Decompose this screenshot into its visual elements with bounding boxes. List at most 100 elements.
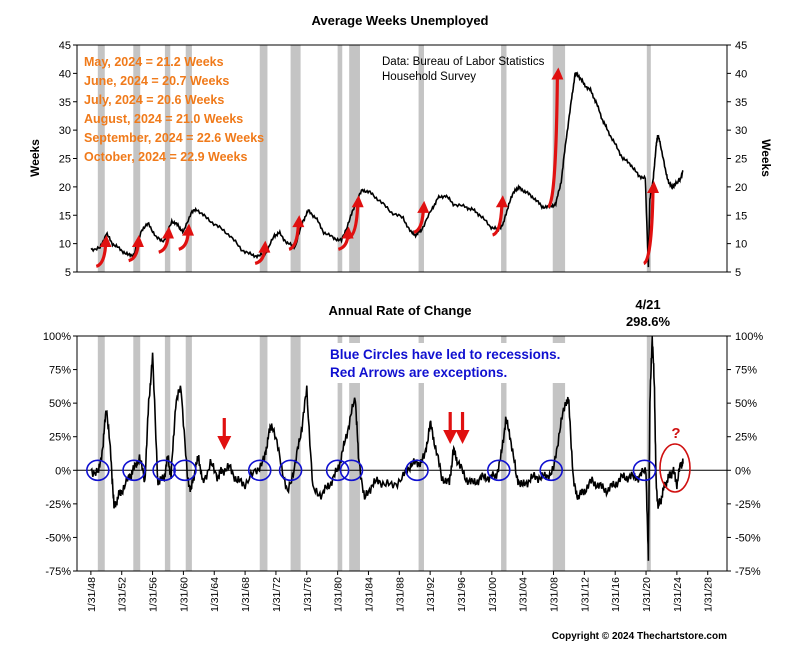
- recession-bar-top: [418, 45, 424, 272]
- top-y-tick-label-right: 20: [735, 182, 747, 194]
- recession-bar-bottom: [164, 336, 171, 571]
- red-arrow-shaft: [158, 237, 170, 254]
- recession-bar-top: [259, 45, 268, 272]
- bottom-y-tick-label-left: 0%: [55, 465, 71, 477]
- x-tick-label: 1/31/72: [271, 577, 283, 612]
- red-arrow-head: [551, 67, 564, 80]
- red-arrows-bottom: [217, 412, 470, 450]
- recession-bar-bottom: [290, 336, 301, 571]
- red-arrow-head: [495, 195, 508, 208]
- red-arrow-head: [646, 181, 659, 194]
- recession-bar-top: [349, 45, 360, 272]
- top-y-tick-label-right: 30: [735, 125, 747, 137]
- bottom-y-tick-label-left: 75%: [49, 365, 71, 377]
- x-tick-label: 1/31/60: [178, 577, 190, 612]
- recession-bar-top: [501, 45, 507, 272]
- legend-line-blue-circles: Blue Circles have led to recessions.: [330, 347, 560, 362]
- source-line-1: Data: Bureau of Labor Statistics: [382, 56, 545, 68]
- top-y-tick-label-right: 10: [735, 239, 747, 251]
- red-arrow-head: [131, 234, 144, 247]
- x-tick-label: 1/31/64: [209, 577, 221, 612]
- x-tick-label: 1/31/52: [117, 577, 129, 612]
- bottom-recession-bars: [97, 336, 651, 571]
- top-y-tick-label-right: 15: [735, 210, 747, 222]
- blue-circle: [86, 459, 110, 482]
- recession-bar-bottom: [259, 336, 268, 571]
- recession-bar-top: [164, 45, 171, 272]
- bottom-y-tick-label-right: 100%: [735, 331, 763, 343]
- bottom-y-ticks-right: -75% -50% -25% 0% 25% 50% 75% 100%: [727, 331, 763, 578]
- blue-circle: [325, 459, 350, 482]
- top-y-ticks-right: 5 10 15 20 25 30 35 40 45: [727, 40, 747, 279]
- top-y-tick-label-left: 35: [59, 97, 71, 109]
- recession-bar-top: [97, 45, 105, 272]
- red-arrow-head: [258, 240, 271, 253]
- x-tick-label: 1/31/96: [456, 577, 468, 612]
- top-recession-bars: [97, 45, 651, 272]
- bottom-y-tick-label-right: -75%: [735, 566, 761, 578]
- red-arrow-head: [417, 200, 430, 213]
- top-y-axis-label-left: Weeks: [28, 139, 42, 177]
- recession-bar-bottom: [349, 336, 360, 571]
- x-tick-label: 1/31/92: [425, 577, 437, 612]
- red-arrow-head: [182, 223, 195, 236]
- top-y-tick-label-right: 25: [735, 154, 747, 166]
- top-series-line: [90, 71, 684, 268]
- x-tick-label: 1/31/12: [579, 577, 591, 612]
- bottom-y-tick-label-left: -50%: [45, 532, 71, 544]
- x-tick-label: 1/31/84: [363, 577, 375, 612]
- recession-bar-bottom: [337, 336, 343, 571]
- top-y-tick-label-left: 45: [59, 40, 71, 52]
- recession-bar-top: [337, 45, 343, 272]
- recession-bar-bottom: [185, 336, 192, 571]
- blue-circle: [632, 459, 657, 482]
- red-arrow-shaft: [288, 225, 300, 251]
- bottom-y-tick-label-right: 75%: [735, 365, 757, 377]
- top-y-tick-label-right: 40: [735, 68, 747, 80]
- red-arrow-head: [292, 215, 305, 228]
- red-arrow-shaft: [547, 78, 559, 209]
- note-september: September, 2024 = 22.6 Weeks: [84, 131, 264, 145]
- red-ellipse-current: [659, 443, 691, 493]
- bottom-y-tick-label-right: 25%: [735, 432, 757, 444]
- top-y-tick-label-left: 5: [65, 267, 71, 279]
- red-down-arrow-head: [217, 436, 232, 450]
- top-y-tick-label-left: 15: [59, 210, 71, 222]
- x-tick-label: 1/31/28: [703, 577, 715, 612]
- top-y-tick-label-right: 45: [735, 40, 747, 52]
- legend-box: [324, 343, 582, 383]
- top-y-tick-label-left: 30: [59, 125, 71, 137]
- top-y-tick-label-right: 35: [735, 97, 747, 109]
- x-tick-label: 1/31/56: [148, 577, 160, 612]
- top-y-axis-label-right: Weeks: [759, 139, 773, 177]
- note-june: June, 2024 = 20.7 Weeks: [84, 74, 229, 88]
- red-arrows-top: [95, 67, 659, 268]
- note-october: October, 2024 = 22.9 Weeks: [84, 150, 247, 164]
- bottom-y-tick-label-left: 100%: [43, 331, 71, 343]
- top-y-ticks-left: 5 10 15 20 25 30 35 40 45: [59, 40, 77, 279]
- x-tick-label: 1/31/24: [672, 577, 684, 612]
- bottom-y-tick-label-left: 50%: [49, 398, 71, 410]
- top-y-tick-label-left: 40: [59, 68, 71, 80]
- recession-bar-bottom: [501, 336, 507, 571]
- red-arrow-shaft: [128, 245, 140, 263]
- recession-bar-top: [646, 45, 651, 272]
- note-july: July, 2024 = 20.6 Weeks: [84, 93, 224, 107]
- bottom-chart-title: Annual Rate of Change: [328, 303, 471, 318]
- blue-circle: [405, 459, 429, 482]
- recession-bar-top: [290, 45, 301, 272]
- x-tick-label: 1/31/88: [394, 577, 406, 612]
- note-may: May, 2024 = 21.2 Weeks: [84, 55, 224, 69]
- red-arrow-shaft: [178, 234, 190, 251]
- blue-circle: [539, 459, 563, 482]
- x-tick-label: 1/31/68: [240, 577, 252, 612]
- red-down-arrow-head: [455, 430, 470, 444]
- red-down-arrow-head: [443, 430, 458, 444]
- red-arrow-shaft: [337, 237, 350, 251]
- top-y-tick-label-left: 20: [59, 182, 71, 194]
- source-line-2: Household Survey: [382, 71, 476, 83]
- red-arrow-shaft: [347, 206, 360, 240]
- bottom-y-tick-label-right: -25%: [735, 499, 761, 511]
